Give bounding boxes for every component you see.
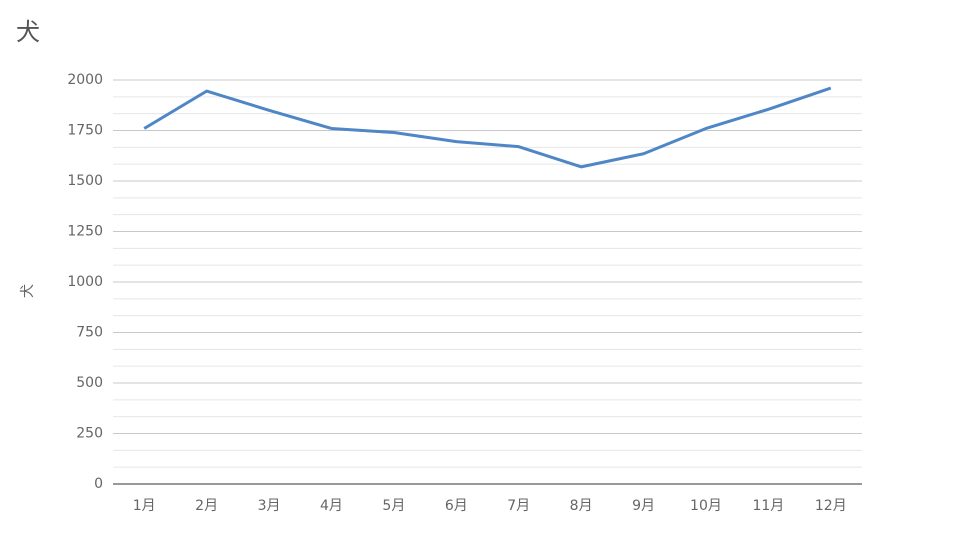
x-tick-label: 11月	[752, 498, 784, 514]
x-tick-label: 9月	[632, 498, 655, 514]
chart-title: 犬	[16, 18, 40, 46]
y-tick-label: 1500	[67, 173, 103, 189]
y-tick-label: 2000	[67, 72, 103, 88]
y-tick-label: 0	[94, 476, 103, 492]
x-tick-label: 6月	[445, 498, 468, 514]
y-tick-label: 750	[76, 325, 103, 341]
x-tick-label: 5月	[382, 498, 405, 514]
x-tick-label: 4月	[320, 498, 343, 514]
y-tick-label: 500	[76, 375, 103, 391]
x-tick-label: 3月	[258, 498, 281, 514]
line-series	[143, 86, 832, 169]
x-tick-label: 8月	[570, 498, 593, 514]
y-tick-label: 1000	[67, 274, 103, 290]
y-axis-label: 犬	[20, 284, 36, 298]
x-tick-label: 10月	[690, 498, 722, 514]
y-tick-label: 250	[76, 426, 103, 442]
x-tick-label: 1月	[133, 498, 156, 514]
x-tick-label: 2月	[195, 498, 218, 514]
y-tick-label: 1250	[67, 224, 103, 240]
x-tick-label: 7月	[507, 498, 530, 514]
x-tick-label: 12月	[815, 498, 847, 514]
y-tick-label: 1750	[67, 123, 103, 139]
